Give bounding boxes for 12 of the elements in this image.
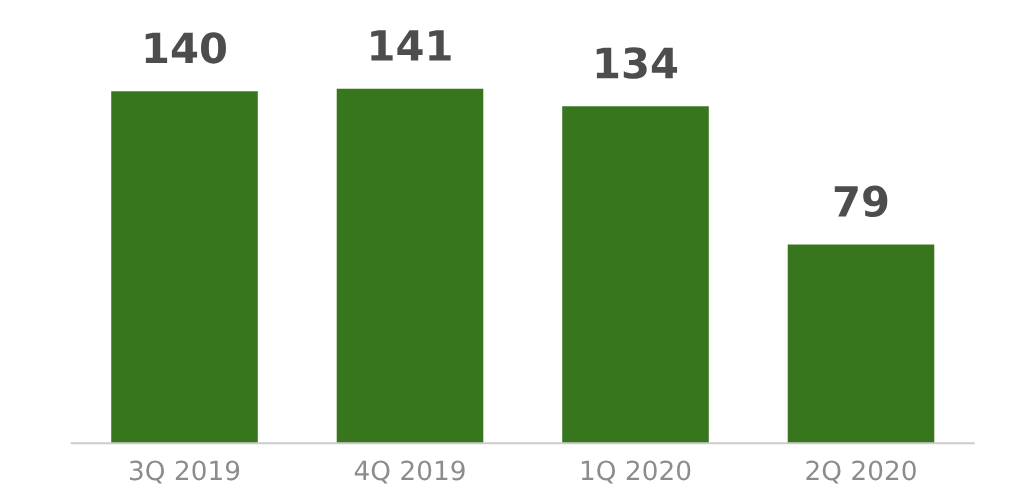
data-label: 79: [834, 185, 888, 218]
bar: [111, 91, 258, 444]
data-label: 140: [145, 32, 226, 64]
bar: [787, 244, 935, 444]
x-tick-label: 4Q 2019: [354, 460, 465, 484]
bar: [562, 106, 709, 444]
bar: [336, 88, 484, 444]
x-tick-label: 2Q 2020: [806, 460, 916, 484]
x-tick-label: 3Q 2019: [129, 460, 240, 484]
x-tick-label: 1Q 2020: [581, 460, 691, 484]
data-label: 141: [371, 30, 451, 61]
data-label: 134: [596, 47, 678, 79]
